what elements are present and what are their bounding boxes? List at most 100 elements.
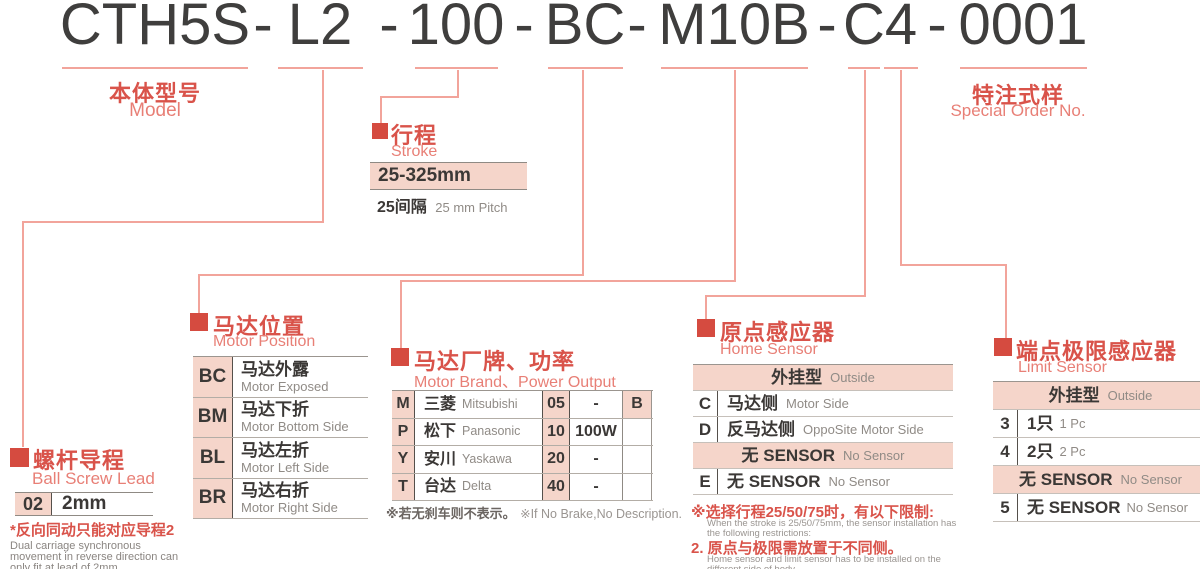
table-row: 3 1只 1 Pc (993, 410, 1200, 438)
model-label-zh: 本体型号 (108, 81, 202, 106)
lead-warning-en-1: Dual carriage synchronous (10, 540, 141, 552)
home-sensor-code: E (693, 469, 718, 494)
group-header-en: Outside (830, 370, 875, 385)
connector-stroke (380, 96, 459, 98)
table-row: C 马达侧 Motor Side (693, 391, 953, 417)
hyphen: - (253, 0, 273, 57)
stroke-pitch-zh: 25间隔 (377, 199, 427, 216)
power-code: 40 (543, 473, 570, 500)
home-sensor-en: Motor Side (786, 396, 849, 411)
table-row: BR 马达右折 Motor Right Side (193, 478, 368, 519)
motor-brand-code: T (392, 473, 415, 500)
connector-limit-sensor (900, 264, 1007, 266)
stroke-range-row: 25-325mm (370, 163, 527, 190)
limit-sensor-en: 2 Pc (1059, 444, 1086, 459)
connector-home-sensor (705, 295, 866, 297)
limit-sensor-square-icon (994, 338, 1012, 356)
lead-warning-zh: *反向同动只能对应导程2 (10, 522, 175, 539)
limit-sensor-code: 4 (993, 438, 1018, 465)
connector-motor-brand (400, 280, 402, 348)
motor-brand-code: Y (392, 446, 415, 473)
power-code: 20 (543, 446, 570, 473)
home-sensor-zh: 无 SENSOR (727, 472, 821, 491)
underline-body (62, 67, 248, 69)
motor-position-title-zh: 马达位置 (213, 314, 306, 339)
home-sensor-zh: 马达侧 (727, 394, 778, 413)
power-code: 05 (543, 391, 570, 418)
group-header-en: Outside (1107, 388, 1153, 403)
motor-brand-title-zh: 马达厂牌、功率 (414, 349, 576, 374)
brake-code (623, 473, 652, 500)
limit-sensor-zh: 2只 (1027, 442, 1054, 461)
connector-lead (322, 70, 324, 221)
power-value: 100W (570, 418, 623, 445)
motor-brand-zh: 松下 (424, 423, 457, 441)
underline-lead (278, 67, 363, 69)
connector-motor-brand (400, 280, 736, 282)
table-row: Y 安川 Yaskawa 20 - (392, 446, 653, 474)
underline-limit-sensor (884, 67, 918, 69)
lead-row: 02 2mm (15, 493, 153, 516)
group-header-zh: 外挂型 (771, 368, 823, 387)
table-row: 5 无 SENSOR No Sensor (993, 494, 1200, 522)
stroke-section-square-icon (372, 123, 388, 139)
motor-brand-en: Yaskawa (462, 451, 512, 466)
motor-brand-en: Delta (462, 479, 492, 494)
group-header-no-sensor: 无 SENSOR No Sensor (993, 466, 1200, 494)
home-sensor-code: C (693, 391, 718, 416)
lead-table: 02 2mm (15, 492, 153, 516)
home-sensor-code: D (693, 417, 718, 442)
group-header-zh: 无 SENSOR (741, 446, 836, 465)
home-sensor-square-icon (697, 319, 715, 337)
limit-sensor-code: 5 (993, 494, 1018, 521)
table-row: P 松下 Panasonic 10 100W (392, 418, 653, 446)
hyphen: - (379, 0, 399, 57)
motor-brand-en: Panasonic (462, 424, 521, 439)
underline-stroke (415, 67, 498, 69)
motor-brand-table: M 三菱 Mitsubishi 05 - B P 松下 Panasonic 10… (392, 390, 653, 501)
connector-motor-position (198, 274, 200, 314)
limit-sensor-en: No Sensor (1126, 500, 1188, 515)
hyphen: - (514, 0, 534, 57)
group-header-outside: 外挂型 Outside (693, 365, 953, 391)
motor-brand-note: ※若无刹车则不表示。 ※If No Brake,No Description. (386, 503, 682, 523)
home-sensor-title-en: Home Sensor (720, 341, 818, 358)
limit-sensor-zh: 1只 (1027, 414, 1054, 433)
stroke-title-zh: 行程 (391, 123, 438, 148)
lead-value: 2mm (62, 493, 107, 514)
home-sensor-en: No Sensor (828, 474, 890, 489)
special-order-label-en: Special Order No. (950, 101, 1086, 120)
motor-position-zh: 马达下折 (241, 400, 309, 420)
limit-sensor-zh: 无 SENSOR (1027, 498, 1121, 517)
motor-position-zh: 马达外露 (241, 359, 309, 379)
table-row: T 台达 Delta 40 - (392, 473, 653, 501)
connector-limit-sensor (900, 70, 902, 266)
underline-motor-position (548, 67, 623, 69)
motor-brand-square-icon (391, 348, 409, 366)
hyphen: - (817, 0, 837, 57)
home-sensor-table: 外挂型 Outside C 马达侧 Motor Side D 反马达侧 Oppo… (693, 364, 953, 495)
motor-brand-note-zh: ※若无刹车则不表示。 (386, 506, 516, 521)
brake-code: B (623, 391, 652, 418)
table-row: BM 马达下折 Motor Bottom Side (193, 397, 368, 438)
table-row: BC 马达外露 Motor Exposed (193, 357, 368, 398)
power-code: 10 (543, 418, 570, 445)
power-value: - (570, 391, 623, 418)
lead-title-en: Ball Screw Lead (32, 469, 155, 488)
hyphen: - (927, 0, 947, 57)
power-value: - (570, 446, 623, 473)
stroke-range: 25-325mm (378, 165, 471, 186)
connector-motor-brand (734, 70, 736, 282)
connector-limit-sensor (1005, 264, 1007, 339)
limit-sensor-code: 3 (993, 410, 1018, 437)
motor-position-code: BC (193, 357, 233, 397)
connector-home-sensor (705, 295, 707, 321)
group-header-en: No Sensor (843, 448, 905, 463)
model-segment-special-order: 0001 (958, 0, 1088, 57)
motor-position-zh: 马达右折 (241, 481, 309, 501)
motor-position-table: BC 马达外露 Motor Exposed BM 马达下折 Motor Bott… (193, 356, 368, 519)
stroke-table: 25-325mm (370, 162, 527, 190)
connector-lead (22, 221, 24, 447)
motor-brand-zh: 台达 (424, 478, 457, 496)
lead-warning-en-3: only fit at lead of 2mm (10, 562, 118, 569)
